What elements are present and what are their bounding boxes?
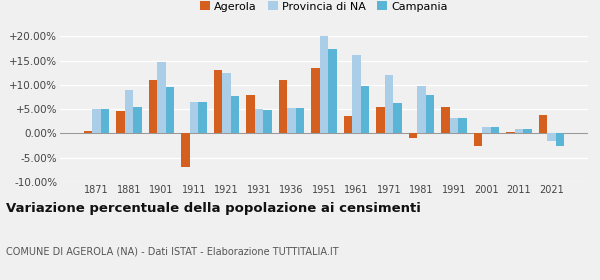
Bar (214, 70, 223, 134)
Bar (482, 127, 491, 134)
Bar (247, 95, 255, 134)
Bar (296, 108, 304, 134)
Bar (393, 103, 401, 134)
Bar (279, 80, 287, 134)
Bar (352, 55, 361, 134)
Legend: Agerola, Provincia di NA, Campania: Agerola, Provincia di NA, Campania (200, 1, 448, 12)
Bar (92, 109, 101, 134)
Bar (474, 134, 482, 146)
Bar (157, 62, 166, 134)
Bar (539, 115, 547, 134)
Bar (441, 107, 449, 134)
Bar (181, 134, 190, 167)
Bar (149, 80, 157, 134)
Bar (199, 102, 207, 134)
Bar (491, 127, 499, 134)
Bar (515, 129, 523, 134)
Bar (385, 75, 393, 134)
Bar (116, 111, 125, 134)
Bar (320, 36, 328, 134)
Bar (223, 73, 231, 134)
Bar (458, 118, 467, 134)
Bar (449, 118, 458, 134)
Bar (125, 90, 133, 134)
Bar (255, 109, 263, 134)
Bar (417, 86, 425, 134)
Bar (361, 87, 369, 134)
Bar (376, 107, 385, 134)
Bar (556, 134, 564, 146)
Bar (231, 95, 239, 134)
Bar (101, 109, 109, 134)
Bar (190, 102, 199, 134)
Bar (133, 107, 142, 134)
Bar (344, 116, 352, 134)
Bar (328, 48, 337, 134)
Bar (287, 108, 296, 134)
Bar (311, 68, 320, 134)
Bar (547, 134, 556, 141)
Bar (409, 134, 417, 138)
Bar (166, 87, 174, 134)
Bar (263, 110, 272, 134)
Bar (84, 131, 92, 134)
Bar (506, 132, 515, 134)
Bar (523, 129, 532, 134)
Text: Variazione percentuale della popolazione ai censimenti: Variazione percentuale della popolazione… (6, 202, 421, 214)
Bar (425, 95, 434, 134)
Text: COMUNE DI AGEROLA (NA) - Dati ISTAT - Elaborazione TUTTITALIA.IT: COMUNE DI AGEROLA (NA) - Dati ISTAT - El… (6, 246, 338, 256)
